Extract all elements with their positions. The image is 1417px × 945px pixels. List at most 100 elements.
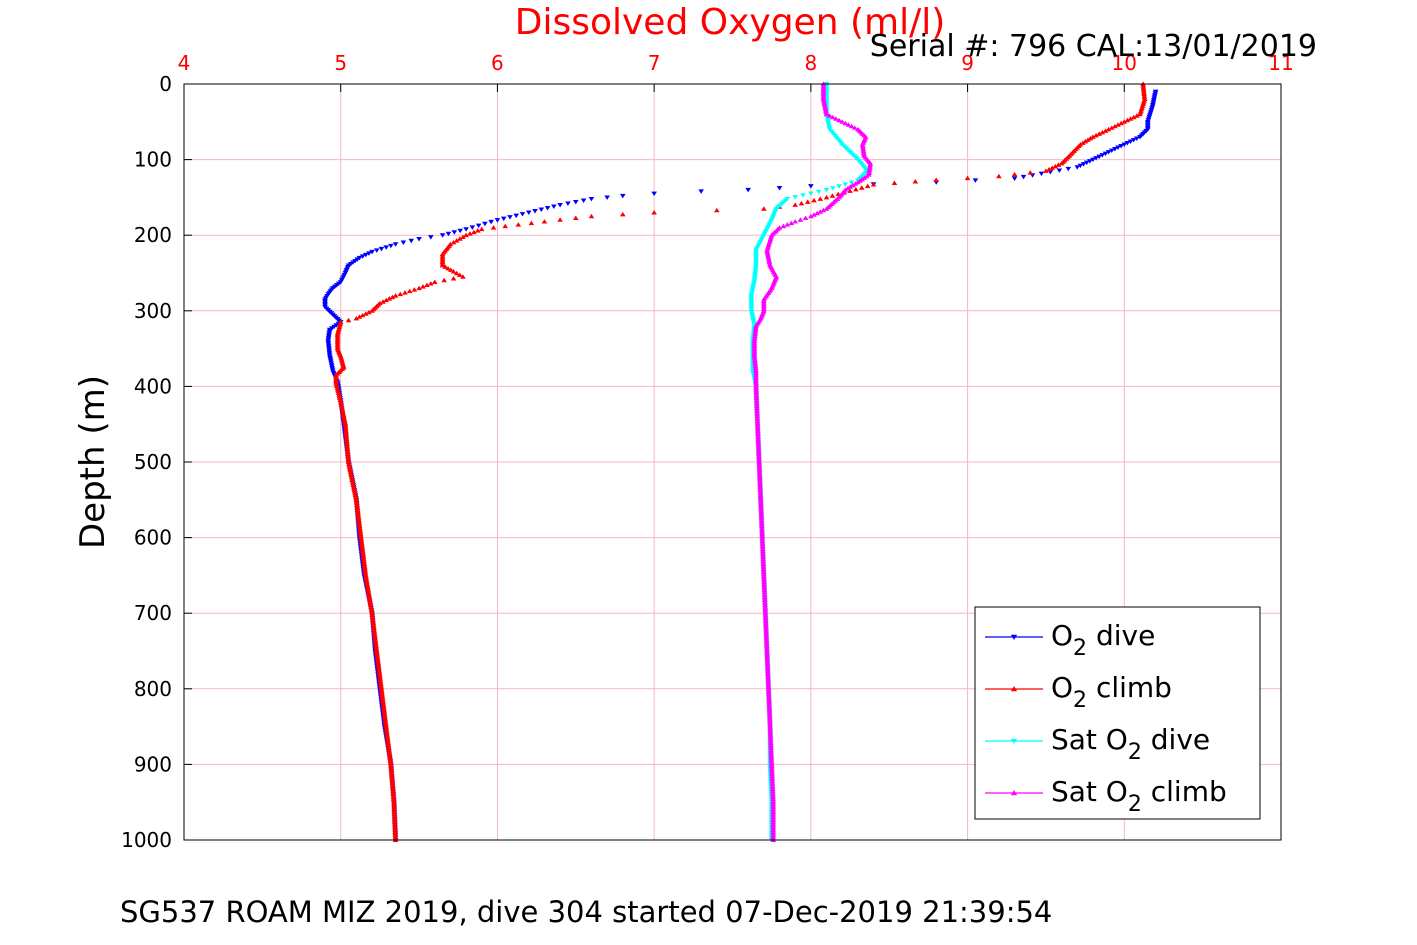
x-tick-label: 7 (648, 51, 661, 75)
o2_dive-point (1090, 157, 1096, 163)
o2_climb-point (1124, 117, 1131, 123)
o2_dive-point (388, 243, 394, 249)
o2_dive-point (1083, 160, 1090, 166)
x-tick-label: 6 (491, 51, 504, 75)
o2_climb-point (402, 290, 408, 295)
o2_climb-point (1137, 111, 1143, 117)
o2_climb-point (1115, 122, 1121, 127)
o2_climb-point (369, 308, 375, 313)
o2_dive-point (572, 199, 579, 205)
o2_climb-point (572, 215, 579, 221)
o2_dive-point (428, 235, 434, 240)
o2_climb-point (353, 315, 360, 321)
o2_dive-point (972, 178, 979, 183)
o2_climb-point (1058, 160, 1065, 166)
legend-label: O2 dive (1051, 619, 1155, 661)
o2_climb-point (823, 194, 830, 200)
o2_climb-point (858, 185, 865, 190)
o2_dive-point (651, 191, 657, 197)
footer-caption: SG537 ROAM MIZ 2019, dive 304 started 07… (120, 895, 1053, 929)
o2_climb-point (411, 287, 418, 292)
o2_climb-point (490, 225, 497, 230)
y-tick-label: 400 (134, 374, 172, 398)
o2_dive-point (808, 184, 814, 189)
y-tick-label: 300 (134, 299, 172, 323)
o2_dive-point (776, 185, 783, 191)
sat_climb-point (820, 207, 827, 213)
o2_climb-point (847, 188, 853, 193)
o2_climb-point (467, 231, 473, 236)
sat_dive-point (836, 184, 842, 189)
o2_dive-point (525, 210, 532, 216)
o2_dive-point (557, 203, 563, 208)
y-tick-label: 500 (134, 450, 172, 474)
o2_dive-point (1102, 151, 1109, 157)
o2_climb-point (460, 274, 466, 279)
o2_climb-point (359, 312, 366, 318)
o2_climb-point (1052, 163, 1059, 169)
o2_climb-point (406, 288, 413, 294)
sat_climb-point (784, 222, 791, 227)
o2_climb-point (817, 196, 824, 201)
x-tick-label: 11 (1268, 51, 1293, 75)
o2_climb-point (1043, 168, 1049, 173)
legend: O2 dive O2 climb Sat O2 dive Sat O2 climb (974, 606, 1261, 820)
o2_dive-point (1096, 154, 1103, 160)
o2_dive-point (400, 240, 407, 246)
o2_climb-point (397, 291, 404, 297)
o2_climb-point (431, 279, 438, 285)
o2_climb-point (345, 317, 352, 323)
o2_climb-point (383, 297, 389, 303)
o2_dive-point (408, 238, 415, 244)
o2_climb-point (1096, 131, 1103, 136)
x-tick-label: 10 (1112, 51, 1137, 75)
o2_climb-point (853, 186, 859, 192)
o2_climb-point (864, 183, 871, 189)
o2_climb-point (420, 284, 426, 289)
sat_climb-point (792, 219, 798, 224)
o2_climb-point (439, 262, 446, 268)
o2_climb-point (1046, 166, 1052, 172)
o2_climb-point (445, 265, 451, 271)
o2_climb-point (1127, 116, 1134, 121)
o2_dive-point (519, 212, 526, 217)
sat_climb-point (817, 209, 824, 214)
o2_climb-point (870, 182, 877, 187)
o2_dive-point (538, 207, 545, 213)
o2_dive-point (1074, 165, 1081, 170)
o2_climb-point (502, 223, 509, 229)
o2_dive-point (507, 215, 513, 220)
o2_dive-point (1065, 166, 1072, 172)
o2_dive-point (604, 195, 610, 200)
y-axis-label: Depth (m) (73, 375, 113, 549)
o2_dive-point (475, 223, 482, 229)
o2_climb-point (386, 296, 393, 301)
o2_dive-point (1112, 147, 1118, 152)
o2_climb-point (457, 272, 463, 277)
o2_climb-point (804, 199, 811, 204)
o2_dive-point (378, 246, 385, 252)
y-tick-label: 200 (134, 223, 172, 247)
o2_dive-point (588, 196, 595, 202)
o2_climb-point (366, 309, 372, 315)
o2_climb-point (792, 202, 798, 207)
sat_climb-point (780, 223, 787, 229)
sat_climb-point (842, 120, 849, 126)
o2_dive-point (362, 252, 369, 258)
o2_climb-point (450, 268, 457, 274)
o2_dive-point (1087, 159, 1093, 164)
o2_climb-point (811, 197, 817, 203)
o2_climb-point (1093, 132, 1099, 138)
o2_dive-point (1105, 150, 1112, 155)
o2_climb-point (389, 294, 396, 300)
x-tick-label: 5 (334, 51, 347, 75)
chart-subtitle: Serial #: 796 CAL:13/01/2019 (870, 29, 1317, 64)
legend-entry-sat_dive: Sat O2 dive (985, 723, 1210, 765)
o2_climb-point (453, 238, 460, 243)
o2_climb-point (1112, 123, 1118, 129)
o2_climb-point (471, 229, 477, 235)
sat_climb-point (836, 117, 842, 123)
legend-entry-sat_climb: Sat O2 climb (985, 775, 1227, 817)
sat_dive-point (842, 182, 849, 187)
sat_climb-point (845, 122, 852, 127)
